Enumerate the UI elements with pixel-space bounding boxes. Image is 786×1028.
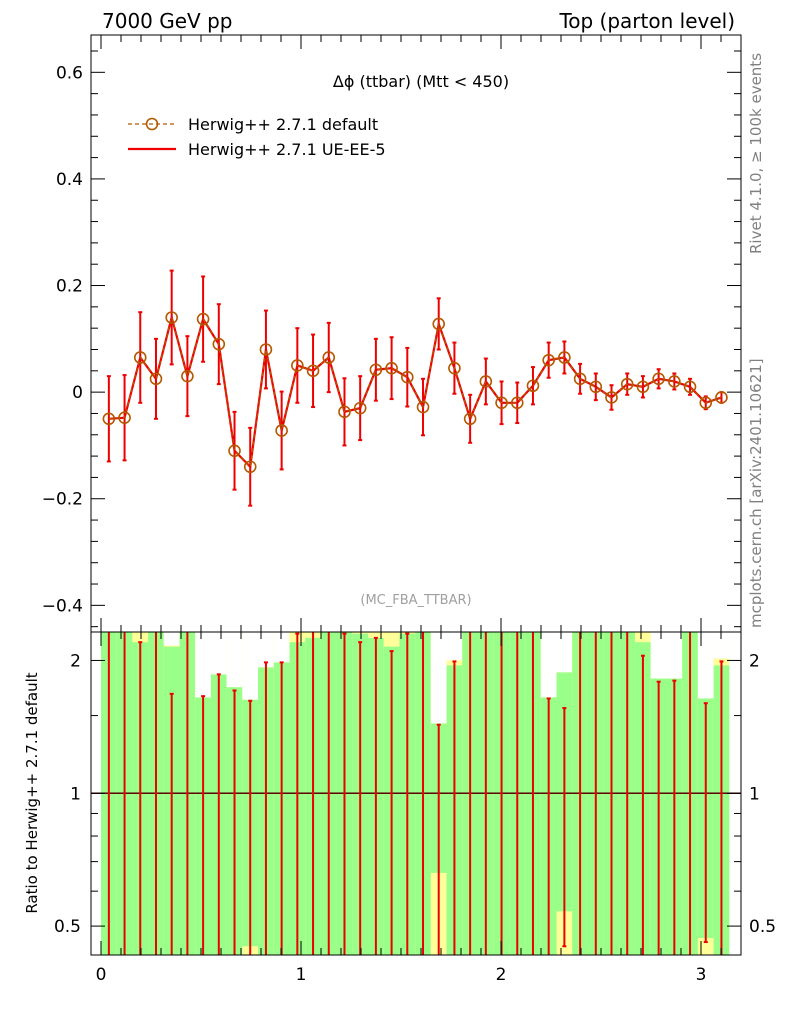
legend-default-marker bbox=[145, 117, 159, 131]
default-data-point bbox=[668, 375, 681, 388]
ratio-uncovered-top bbox=[446, 632, 463, 661]
ratio-uncovered-top bbox=[226, 632, 243, 688]
default-data-point bbox=[306, 364, 320, 378]
ratio-uncovered-top bbox=[697, 632, 714, 699]
default-data-point bbox=[448, 361, 461, 375]
default-data-point bbox=[416, 400, 430, 414]
default-data-point bbox=[212, 337, 226, 351]
ratio-y-tick-label-right: 0.5 bbox=[749, 917, 776, 937]
default-data-point bbox=[338, 405, 351, 419]
default-data-point bbox=[133, 351, 147, 364]
y-tick-label: 0.6 bbox=[56, 63, 83, 83]
rivet-label: Rivet 4.1.0, ≥ 100k events bbox=[747, 53, 765, 254]
y-tick-label: 0 bbox=[72, 383, 83, 403]
default-data-point bbox=[463, 412, 477, 426]
ratio-y-axis-label: Ratio to Herwig++ 2.7.1 default bbox=[23, 672, 41, 913]
ratio-uncovered-top bbox=[210, 632, 227, 675]
legend-default-label: Herwig++ 2.7.1 default bbox=[188, 115, 378, 134]
x-tick-label: 1 bbox=[296, 965, 307, 985]
ratio-y-tick-label-right: 1 bbox=[749, 784, 760, 804]
ratio-panel: 0.5 0.5 1 1 2 2 0 1 2 3 bbox=[54, 631, 776, 985]
analysis-watermark: (MC_FBA_TTBAR) bbox=[360, 593, 471, 608]
default-data-point bbox=[165, 311, 178, 324]
ratio-y-tick-label-right: 2 bbox=[749, 651, 760, 671]
default-data-point bbox=[699, 396, 713, 410]
default-data-point bbox=[291, 359, 304, 372]
x-tick-label: 3 bbox=[696, 965, 707, 985]
main-panel: Δϕ (ttbar) (Mtt < 450) (MC_FBA_TTBAR) −0.4… bbox=[42, 34, 742, 633]
ratio-uncovered-top bbox=[163, 632, 180, 646]
x-tick-label: 0 bbox=[96, 965, 107, 985]
header-left: 7000 GeV pp bbox=[102, 9, 233, 33]
default-data-point bbox=[181, 369, 194, 383]
default-data-point bbox=[683, 380, 697, 394]
ratio-plot-frame bbox=[90, 631, 742, 956]
y-tick-label: 0.4 bbox=[56, 170, 83, 190]
default-data-point bbox=[353, 401, 367, 415]
ratio-yellow-cap bbox=[163, 645, 180, 647]
ratio-uncovered-top bbox=[713, 632, 730, 659]
default-data-point bbox=[432, 317, 446, 331]
ratio-y-tick-label-left: 1 bbox=[70, 784, 81, 804]
ratio-uncovered-top bbox=[666, 632, 683, 679]
ratio-uncovered-top bbox=[430, 632, 447, 724]
default-data-point bbox=[369, 363, 383, 377]
default-data-point bbox=[322, 351, 336, 364]
header-right: Top (parton level) bbox=[558, 9, 735, 33]
default-data-point bbox=[605, 391, 618, 404]
ratio-y-tick-label-left: 0.5 bbox=[54, 917, 81, 937]
default-data-point bbox=[196, 312, 210, 326]
default-data-point bbox=[620, 377, 634, 391]
default-data-point bbox=[228, 444, 241, 458]
default-data-point bbox=[510, 396, 524, 410]
default-data-point bbox=[400, 370, 414, 384]
ratio-uncovered-top bbox=[242, 632, 259, 700]
ratio-uncovered-top bbox=[273, 632, 290, 663]
y-tick-label: 0.2 bbox=[56, 277, 83, 297]
y-tick-label: −0.2 bbox=[42, 490, 83, 510]
default-data-point bbox=[385, 361, 398, 375]
default-data-point bbox=[102, 412, 116, 426]
legend-ue-label: Herwig++ 2.7.1 UE-EE-5 bbox=[188, 140, 386, 159]
ratio-uncovered-top bbox=[258, 632, 274, 668]
mcplots-label: mcplots.cern.ch [arXiv:2401.10621] bbox=[747, 358, 765, 628]
default-data-point bbox=[118, 411, 131, 425]
default-data-point bbox=[243, 460, 257, 474]
default-data-point bbox=[589, 380, 603, 394]
default-data-point bbox=[149, 372, 163, 386]
default-data-point bbox=[715, 391, 728, 404]
default-data-point bbox=[542, 353, 555, 367]
default-data-point bbox=[558, 351, 571, 364]
default-data-point bbox=[526, 379, 540, 393]
default-data-point bbox=[652, 372, 665, 386]
default-data-point bbox=[259, 343, 273, 356]
default-data-point bbox=[573, 372, 587, 386]
default-data-point bbox=[275, 424, 288, 437]
default-series-line bbox=[108, 315, 722, 469]
x-tick-label: 2 bbox=[496, 965, 507, 985]
ratio-uncovered-top bbox=[650, 632, 667, 679]
ratio-uncovered-top bbox=[540, 632, 557, 698]
main-plot-title: Δϕ (ttbar) (Mtt < 450) bbox=[333, 72, 509, 91]
default-data-point bbox=[495, 396, 508, 410]
default-data-point bbox=[636, 380, 650, 394]
y-tick-label: −0.4 bbox=[42, 596, 83, 616]
ratio-y-tick-label-left: 2 bbox=[70, 651, 81, 671]
ratio-uncovered-top bbox=[556, 632, 573, 673]
ratio-uncovered-top bbox=[195, 632, 211, 698]
default-data-point bbox=[479, 375, 493, 388]
ratio-yellow-bottom bbox=[697, 937, 714, 955]
